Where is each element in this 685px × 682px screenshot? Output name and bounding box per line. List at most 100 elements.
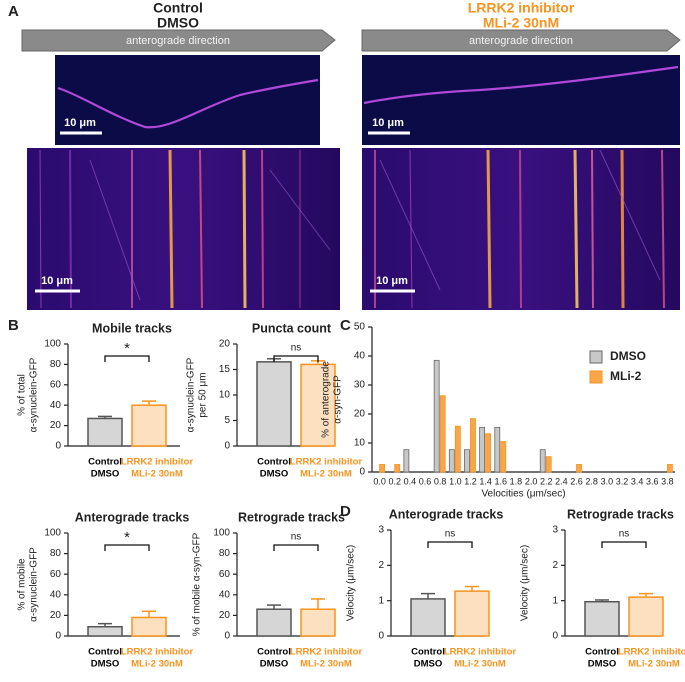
y-tick-label: 1 xyxy=(378,595,384,606)
x-tick-label: MLi-2 30nM xyxy=(300,469,352,480)
x-tick-label: 1.0 xyxy=(449,476,462,486)
chart-title: Anterograde tracks xyxy=(389,507,504,521)
y-tick-label: 40 xyxy=(50,589,62,600)
kymo-track xyxy=(591,149,594,309)
x-tick-label: 1.2 xyxy=(464,476,477,486)
significance-label: * xyxy=(124,340,130,357)
bar xyxy=(256,361,292,447)
y-tick-label: 0 xyxy=(359,467,365,478)
y-tick-label: 50 xyxy=(354,322,366,333)
x-tick-label: LRRK2 inhibitor xyxy=(290,457,363,468)
scale-label: 10 μm xyxy=(372,117,404,129)
y-axis-label: Velocity (μm/sec) xyxy=(346,545,357,621)
y-tick-label: 20 xyxy=(50,610,62,621)
y-axis-label: % of mobile xyxy=(17,558,28,611)
y-tick-label: 40 xyxy=(354,351,366,362)
y-tick-label: 3 xyxy=(378,525,384,536)
x-tick-label: LRRK2 inhibitor xyxy=(121,647,194,658)
x-tick-label: 0.6 xyxy=(419,476,432,486)
significance-bracket xyxy=(273,544,319,551)
direction-arrow xyxy=(361,29,681,52)
y-tick-label: 3 xyxy=(552,525,558,536)
panel-letter: D xyxy=(340,503,351,520)
x-tick-label: 3.2 xyxy=(616,476,629,486)
bar xyxy=(448,449,455,473)
x-tick-label: 0.8 xyxy=(434,476,447,486)
chart-title: Puncta count xyxy=(252,321,332,335)
x-tick-label: DMSO xyxy=(260,469,289,480)
bar xyxy=(464,449,470,473)
bar xyxy=(87,417,123,447)
bar xyxy=(470,418,476,473)
x-tick-label: LRRK2 inhibitor xyxy=(618,647,685,658)
x-tick-label: MLi-2 30nM xyxy=(300,659,352,670)
x-tick-label: DMSO xyxy=(91,469,120,480)
x-tick-label: 0.2 xyxy=(388,476,401,486)
kymo-track xyxy=(661,149,665,309)
y-tick-label: 0 xyxy=(224,631,230,642)
y-axis-label: per 50 μm xyxy=(198,372,209,417)
bar xyxy=(87,625,123,637)
bar xyxy=(131,616,167,637)
neuron-trace xyxy=(363,65,679,105)
bar xyxy=(479,426,486,473)
significance-bracket xyxy=(273,355,319,362)
x-tick-label: 2.8 xyxy=(585,476,598,486)
bar xyxy=(433,359,440,473)
kymo-track xyxy=(261,149,264,309)
condition-title: LRRK2 inhibitor xyxy=(468,0,575,16)
significance-label: ns xyxy=(291,532,302,543)
x-tick-label: Control xyxy=(411,647,445,658)
y-tick-label: 0 xyxy=(552,631,558,642)
scale-label: 10 μm xyxy=(41,275,73,287)
x-tick-label: MLi-2 30nM xyxy=(131,659,183,670)
y-axis-label: % of total xyxy=(17,374,28,416)
kymo-track xyxy=(242,149,247,309)
x-tick-label: Control xyxy=(257,457,291,468)
x-tick-label: 3.4 xyxy=(631,476,644,486)
kymograph xyxy=(27,148,340,310)
x-tick-label: LRRK2 inhibitor xyxy=(444,647,517,658)
y-axis-label: α-synuclein-GFP xyxy=(29,357,40,432)
x-tick-label: Control xyxy=(585,647,619,658)
kymo-track xyxy=(39,149,42,309)
kymo-track xyxy=(409,149,413,309)
bar xyxy=(584,600,620,637)
x-tick-label: LRRK2 inhibitor xyxy=(290,647,363,658)
x-tick-label: MLi-2 30nM xyxy=(454,659,506,670)
y-tick-label: 60 xyxy=(219,569,231,580)
significance-label: ns xyxy=(291,343,302,354)
bar xyxy=(131,404,167,447)
y-tick-label: 80 xyxy=(50,359,62,370)
arrow-label: anterograde direction xyxy=(126,35,230,47)
chart-title: Retrograde tracks xyxy=(238,510,345,524)
bar xyxy=(379,464,385,473)
kymo-track xyxy=(69,149,72,309)
neuron-image xyxy=(362,55,680,145)
bar xyxy=(410,598,446,637)
chart-title: Anterograde tracks xyxy=(75,510,190,524)
y-tick-label: 100 xyxy=(44,339,61,350)
kymo-track xyxy=(89,159,141,301)
significance-label: ns xyxy=(445,529,456,540)
condition-title: DMSO xyxy=(157,15,199,31)
y-axis-label: % of mobile α-syn-GFP xyxy=(192,532,203,636)
bar xyxy=(539,449,546,473)
panel-letter: B xyxy=(8,317,19,334)
significance-bracket xyxy=(601,541,647,548)
kymo-track xyxy=(573,149,579,309)
x-tick-label: DMSO xyxy=(260,659,289,670)
x-tick-label: 2.0 xyxy=(525,476,538,486)
condition-title: MLi-2 30nM xyxy=(483,15,559,31)
kymo-track xyxy=(379,159,441,291)
neuron-image xyxy=(55,55,320,145)
x-tick-label: DMSO xyxy=(91,659,120,670)
legend-label: MLi-2 xyxy=(610,369,642,383)
scale-label: 10 μm xyxy=(64,117,96,129)
significance-bracket xyxy=(104,355,150,362)
y-axis-label: Velocity (μm/sec) xyxy=(520,545,531,621)
y-tick-label: 60 xyxy=(50,379,62,390)
y-tick-label: 20 xyxy=(219,610,231,621)
bar xyxy=(576,464,582,473)
bar xyxy=(454,425,461,473)
